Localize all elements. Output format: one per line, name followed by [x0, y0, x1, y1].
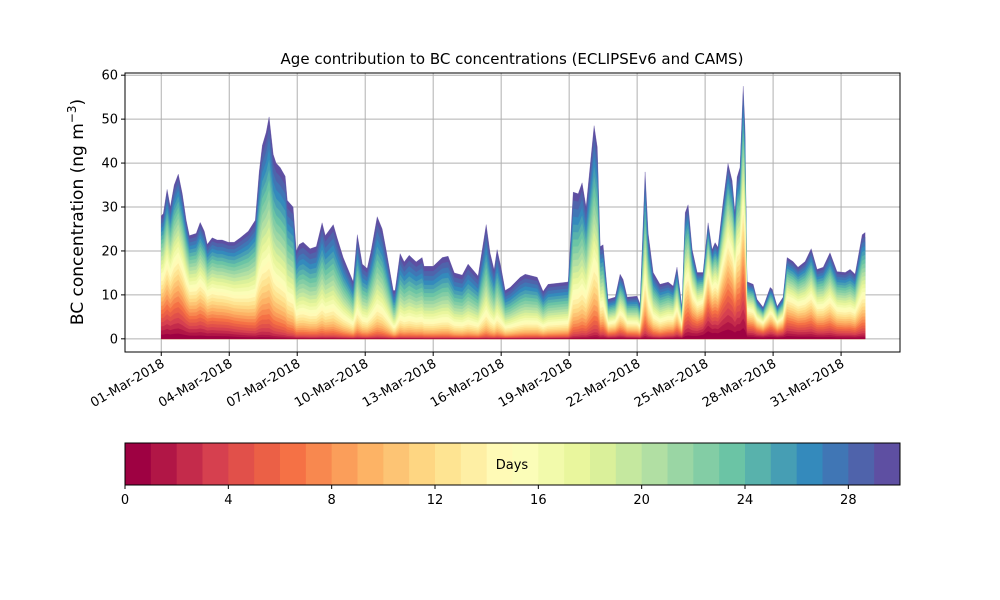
colorbar-bin	[280, 443, 307, 485]
y-tick-label: 60	[101, 69, 118, 84]
colorbar-tick-label: 4	[224, 493, 232, 508]
colorbar-tick-label: 8	[328, 493, 336, 508]
colorbar-bin	[796, 443, 823, 485]
colorbar-bin	[176, 443, 203, 485]
colorbar-bin	[409, 443, 436, 485]
colorbar-bin	[564, 443, 591, 485]
colorbar-bin	[538, 443, 565, 485]
y-axis-ticks: 0 10 20 30 40 50 60	[101, 69, 125, 347]
colorbar-bin	[150, 443, 178, 485]
colorbar-bin	[486, 443, 513, 485]
colorbar-bin	[305, 443, 333, 485]
colorbar-bin	[667, 443, 694, 485]
age-layer-day-0	[161, 328, 866, 339]
x-tick-label: 22-Mar-2018	[564, 356, 643, 410]
colorbar-bin	[822, 443, 849, 485]
colorbar-bin	[590, 443, 617, 485]
x-tick-label: 31-Mar-2018	[768, 356, 847, 410]
colorbar-bin	[357, 443, 384, 485]
colorbar	[125, 443, 901, 485]
age-layer-day-2	[161, 309, 866, 339]
x-tick-label: 04-Mar-2018	[156, 356, 235, 410]
colorbar-bin	[615, 443, 643, 485]
colorbar-bin	[848, 443, 875, 485]
colorbar-bin	[745, 443, 772, 485]
x-tick-label: 16-Mar-2018	[428, 356, 507, 410]
colorbar-bin	[125, 443, 152, 485]
colorbar-tick-label: 24	[737, 493, 754, 508]
y-tick-label: 50	[101, 113, 118, 128]
colorbar-bin	[693, 443, 720, 485]
y-tick-label: 30	[101, 201, 118, 216]
x-tick-label: 28-Mar-2018	[700, 356, 779, 410]
colorbar-bin	[254, 443, 281, 485]
stacked-age-layers	[161, 86, 866, 339]
colorbar-tick-label: 20	[633, 493, 650, 508]
x-tick-label: 13-Mar-2018	[360, 356, 439, 410]
colorbar-ticks: 0 4 8 12 16 20 24 28	[121, 485, 857, 508]
colorbar-bin	[202, 443, 229, 485]
colorbar-bin	[641, 443, 668, 485]
y-tick-label: 10	[101, 288, 118, 303]
colorbar-frame	[124, 442, 901, 486]
colorbar-tick-label: 12	[427, 493, 444, 508]
x-axis-ticks: 01-Mar-201804-Mar-201807-Mar-201810-Mar-…	[88, 352, 847, 411]
x-tick-label: 10-Mar-2018	[292, 356, 371, 410]
x-tick-label: 07-Mar-2018	[224, 356, 303, 410]
age-layer-day-1	[161, 318, 866, 339]
colorbar-bin	[874, 443, 901, 485]
chart-title: Age contribution to BC concentrations (E…	[281, 50, 744, 68]
colorbar-tick-label: 0	[121, 493, 129, 508]
x-tick-label: 19-Mar-2018	[496, 356, 575, 410]
colorbar-bin	[383, 443, 410, 485]
y-tick-label: 20	[101, 244, 118, 259]
colorbar-tick-label: 28	[840, 493, 857, 508]
y-tick-label: 0	[110, 332, 118, 347]
x-tick-label: 01-Mar-2018	[88, 356, 167, 410]
colorbar-bin	[512, 443, 539, 485]
colorbar-label: Days	[496, 458, 529, 473]
colorbar-bin	[435, 443, 462, 485]
colorbar-bin	[719, 443, 746, 485]
colorbar-bin	[770, 443, 798, 485]
colorbar-bin	[228, 443, 255, 485]
colorbar-bin	[460, 443, 488, 485]
y-tick-label: 40	[101, 157, 118, 172]
x-tick-label: 25-Mar-2018	[632, 356, 711, 410]
y-axis-label: BC concentration (ng m−3)	[65, 99, 88, 325]
colorbar-bin	[331, 443, 358, 485]
plot-frame	[124, 72, 901, 353]
colorbar-tick-label: 16	[530, 493, 547, 508]
